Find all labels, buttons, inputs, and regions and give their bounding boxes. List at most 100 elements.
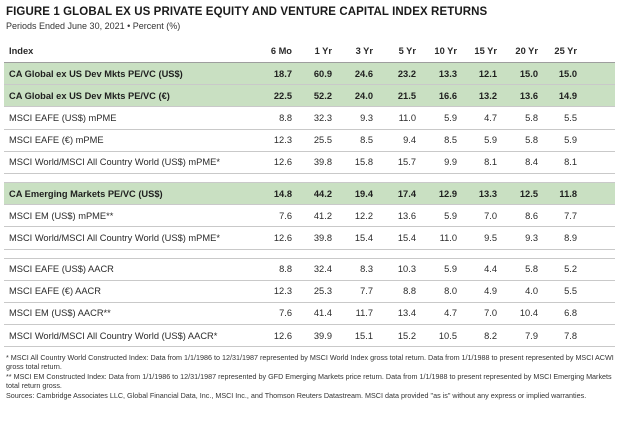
return-value: 13.2 [478,90,497,101]
return-value: 4.9 [484,286,497,297]
return-value: 9.4 [403,135,416,146]
return-value: 15.1 [354,330,373,341]
header-period: 20 Yr [515,45,538,56]
header-period: 10 Yr [434,45,457,56]
header-period: 25 Yr [554,45,577,56]
return-value: 52.2 [313,90,332,101]
return-value: 4.7 [444,308,457,319]
table-row: MSCI EM (US$) mPME** 7.6 41.2 12.2 13.6 5.9 7.… [4,205,615,228]
return-value: 7.0 [484,210,497,221]
return-value: 8.9 [564,232,577,243]
return-value: 24.6 [354,68,373,79]
footnote: * MSCI All Country World Constructed Ind… [6,353,614,372]
return-value: 8.5 [360,135,373,146]
footnote: ** MSCI EM Constructed Index: Data from … [6,371,612,391]
return-value: 60.9 [313,68,332,79]
return-value: 15.4 [397,232,416,243]
return-value: 8.0 [444,286,457,297]
return-value: 4.0 [525,286,538,297]
return-value: 9.5 [484,232,497,243]
return-value: 9.9 [444,157,457,168]
return-value: 12.6 [273,157,292,168]
return-value: 7.6 [279,210,292,221]
header-index: Index [9,45,34,56]
return-value: 4.7 [484,112,497,123]
table-body: CA Global ex US Dev Mkts PE/VC (US$) 18.7… [4,63,615,348]
return-value: 8.8 [279,264,292,275]
return-value: 12.9 [438,188,457,199]
return-value: 39.9 [313,330,332,341]
return-value: 15.0 [519,68,538,79]
table-row: MSCI EAFE (US$) AACR 8.8 32.4 8.3 10.3 5.9 4.4… [4,259,615,281]
return-value: 15.7 [397,157,416,168]
return-value: 18.7 [273,68,292,79]
return-value: 5.9 [564,135,577,146]
table-row: MSCI EAFE (€) mPME 12.3 25.5 8.5 9.4 8.5 5.9 5.… [4,130,615,152]
return-value: 5.9 [444,112,457,123]
returns-table: Index 6 Mo 1 Yr 3 Yr 5 Yr 10 Yr 15 Yr 20… [4,39,615,348]
return-value: 39.8 [313,232,332,243]
return-value: 44.2 [313,188,332,199]
return-value: 14.9 [558,90,577,101]
footnotes: * MSCI All Country World Constructed Ind… [6,353,616,400]
return-value: 14.8 [273,188,292,199]
return-value: 25.5 [313,135,332,146]
return-value: 10.3 [397,264,416,275]
table-row: MSCI EAFE (€) AACR 12.3 25.3 7.7 8.8 8.0 4.9 4.… [4,281,615,303]
row-index-name: CA Emerging Markets PE/VC (US$) [9,188,163,199]
row-index-name: MSCI World/MSCI All Country World (US$) … [9,232,220,243]
return-value: 5.2 [564,264,577,275]
return-value: 10.5 [438,330,457,341]
return-value: 8.8 [279,112,292,123]
return-value: 24.0 [354,90,373,101]
return-value: 5.8 [525,135,538,146]
return-value: 12.2 [354,210,373,221]
row-index-name: CA Global ex US Dev Mkts PE/VC (US$) [9,68,183,79]
return-value: 32.4 [313,264,332,275]
header-period: 5 Yr [398,45,416,56]
return-value: 15.4 [354,232,373,243]
header-period: 15 Yr [474,45,497,56]
return-value: 7.6 [279,308,292,319]
return-value: 12.1 [478,68,497,79]
return-value: 22.5 [273,90,292,101]
figure-title: FIGURE 1 GLOBAL EX US PRIVATE EQUITY AND… [6,6,488,18]
return-value: 21.5 [397,90,416,101]
return-value: 12.3 [273,286,292,297]
return-value: 8.6 [525,210,538,221]
return-value: 8.4 [525,157,538,168]
return-value: 8.1 [564,157,577,168]
return-value: 19.4 [354,188,373,199]
return-value: 11.7 [355,308,373,319]
return-value: 25.3 [313,286,332,297]
return-value: 9.3 [360,112,373,123]
return-value: 7.8 [564,330,577,341]
footnote: Sources: Cambridge Associates LLC, Globa… [6,390,587,400]
return-value: 32.3 [313,112,332,123]
return-value: 11.0 [439,232,457,243]
return-value: 12.5 [519,188,538,199]
return-value: 13.6 [519,90,538,101]
return-value: 5.9 [484,135,497,146]
return-value: 5.9 [444,210,457,221]
return-value: 15.2 [397,330,416,341]
table-row: MSCI World/MSCI All Country World (US$) … [4,152,615,174]
return-value: 6.8 [564,308,577,319]
return-value: 7.9 [525,330,538,341]
return-value: 11.8 [559,188,577,199]
return-value: 4.4 [484,264,497,275]
return-value: 15.0 [558,68,577,79]
return-value: 13.3 [478,188,497,199]
header-period: 3 Yr [355,45,373,56]
return-value: 9.3 [525,232,538,243]
table-row: MSCI World/MSCI All Country World (US$) … [4,325,615,348]
return-value: 23.2 [397,68,416,79]
row-index-name: MSCI EAFE (€) AACR [9,286,101,297]
row-index-name: MSCI EM (US$) mPME** [9,210,114,221]
return-value: 41.2 [313,210,332,221]
table-row: MSCI World/MSCI All Country World (US$) … [4,227,615,250]
table-row-highlight: CA Emerging Markets PE/VC (US$) 14.8 44.2 1… [4,182,615,206]
group-spacer [4,250,615,259]
return-value: 13.6 [397,210,416,221]
row-index-name: MSCI EAFE (€) mPME [9,135,104,146]
